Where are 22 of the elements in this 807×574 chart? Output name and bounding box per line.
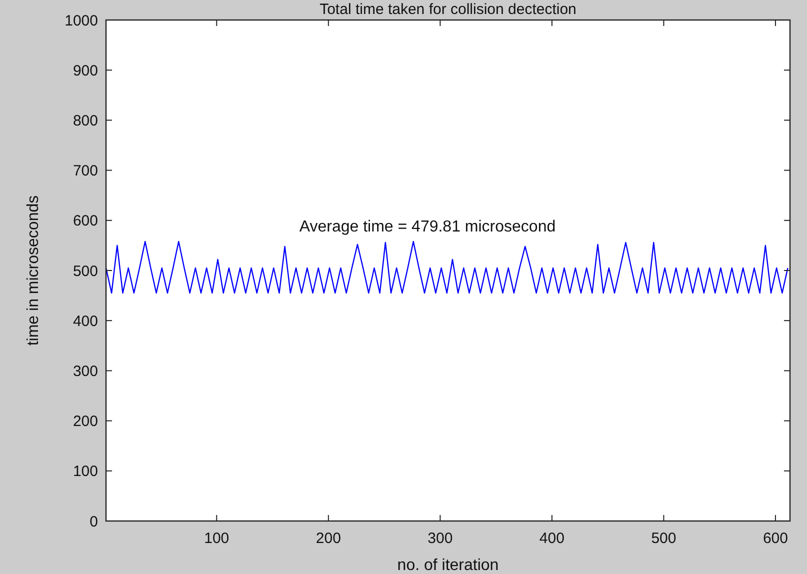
y-tick-label: 100 <box>72 463 98 480</box>
y-tick-label: 900 <box>72 62 98 80</box>
chart-title: Total time taken for collision dectection <box>320 1 576 18</box>
x-tick-label: 100 <box>204 530 230 547</box>
y-tick-label: 400 <box>72 312 98 330</box>
line-series <box>105 240 788 294</box>
y-tick-label: 500 <box>72 262 98 280</box>
y-tick-label: 800 <box>72 112 98 130</box>
y-tick-label: 1000 <box>64 12 98 30</box>
y-tick-label: 700 <box>72 162 98 180</box>
x-tick-label: 300 <box>428 530 453 547</box>
x-tick-label: 500 <box>651 530 676 547</box>
y-tick-label: 200 <box>72 413 98 430</box>
y-axis-title: time in microseconds <box>25 195 42 346</box>
annotation: Average time = 479.81 microsecond <box>299 218 556 236</box>
x-tick-label: 600 <box>762 530 788 547</box>
x-tick-label: 200 <box>316 530 341 547</box>
y-tick-label: 0 <box>90 513 98 530</box>
x-axis-title: no. of iteration <box>397 557 499 574</box>
y-tick-label: 300 <box>72 362 98 380</box>
x-tick-label: 400 <box>539 530 564 547</box>
y-tick-label: 600 <box>72 212 98 230</box>
